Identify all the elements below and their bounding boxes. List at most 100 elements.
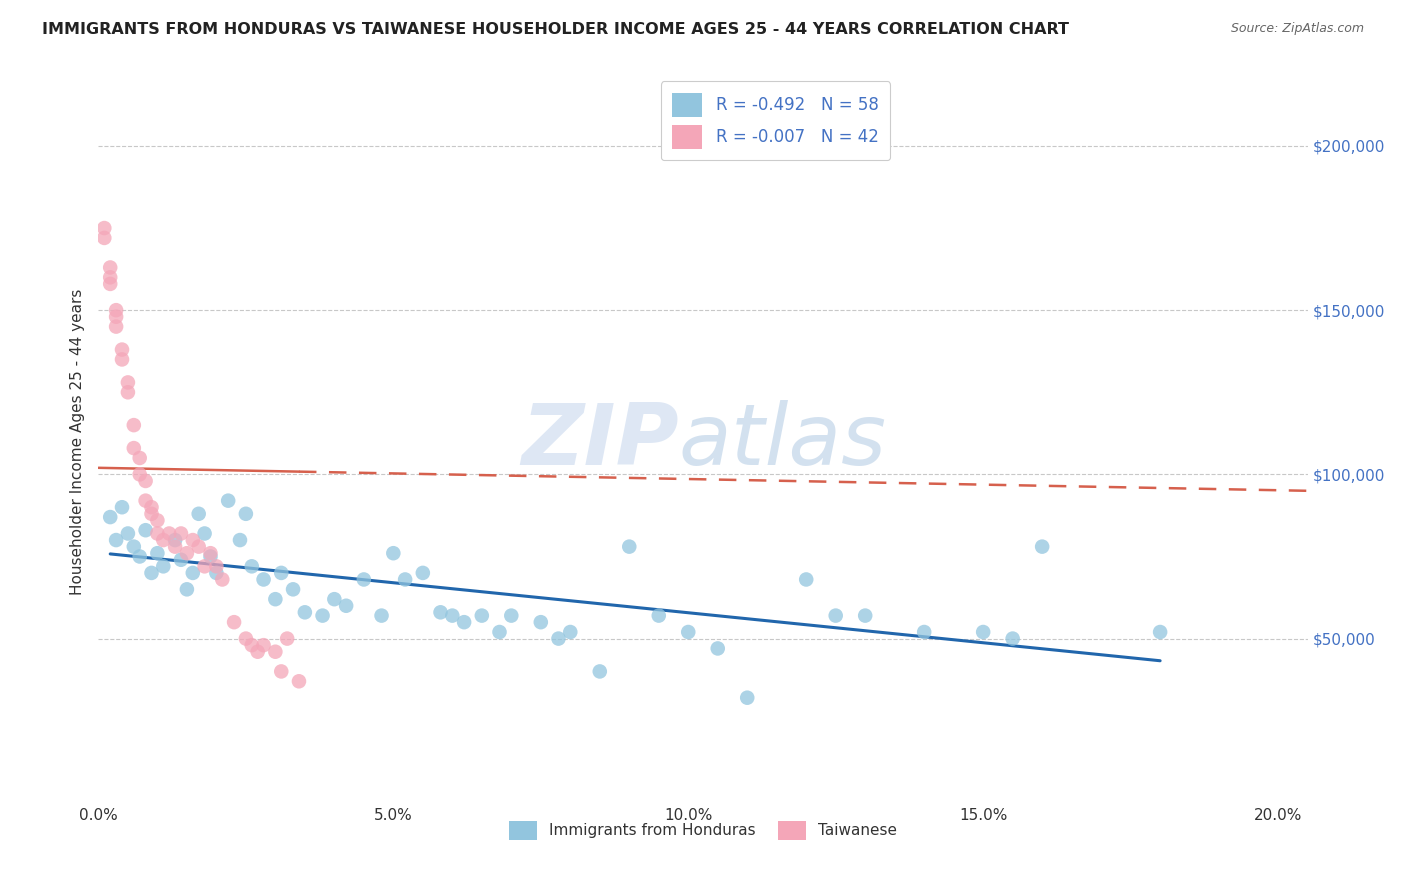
Point (135, 493, 157, 508)
Point (93, 221, 115, 235)
Point (98, 270, 121, 285)
Point (205, 559, 228, 574)
Point (281, 582, 304, 597)
Point (240, 638, 263, 652)
Point (111, 500, 134, 515)
Point (200, 549, 222, 564)
Point (471, 608, 494, 623)
Point (105, 533, 128, 547)
Point (912, 625, 935, 640)
Point (311, 608, 333, 623)
Point (1149, 625, 1171, 640)
Point (105, 303, 128, 318)
Point (146, 513, 169, 527)
Point (240, 559, 263, 574)
Point (111, 352, 134, 367)
Point (547, 632, 569, 646)
Point (229, 533, 252, 547)
Point (429, 605, 451, 619)
Point (128, 549, 150, 564)
Legend: Immigrants from Honduras, Taiwanese: Immigrants from Honduras, Taiwanese (503, 815, 903, 846)
Point (276, 632, 298, 646)
Point (370, 608, 392, 623)
Point (146, 546, 169, 560)
Point (122, 441, 145, 455)
Point (252, 638, 274, 652)
Point (117, 376, 139, 390)
Point (181, 533, 204, 547)
Text: ZIP: ZIP (522, 400, 679, 483)
Point (794, 573, 817, 587)
Point (235, 632, 257, 646)
Point (117, 385, 139, 400)
Point (270, 665, 292, 679)
Point (264, 645, 287, 659)
Point (335, 599, 357, 613)
Point (105, 310, 128, 324)
Point (181, 566, 204, 580)
Text: IMMIGRANTS FROM HONDURAS VS TAIWANESE HOUSEHOLDER INCOME AGES 25 - 44 YEARS CORR: IMMIGRANTS FROM HONDURAS VS TAIWANESE HO… (42, 22, 1069, 37)
Y-axis label: Householder Income Ages 25 - 44 years: Householder Income Ages 25 - 44 years (69, 288, 84, 595)
Point (288, 674, 311, 689)
Point (176, 546, 198, 560)
Point (128, 450, 150, 465)
Point (530, 615, 553, 630)
Point (128, 467, 150, 482)
Point (98, 277, 121, 291)
Point (853, 608, 876, 623)
Point (824, 608, 846, 623)
Point (122, 540, 145, 554)
Point (560, 625, 582, 640)
Point (157, 526, 180, 541)
Point (141, 500, 163, 515)
Text: atlas: atlas (679, 400, 887, 483)
Point (270, 566, 292, 580)
Point (353, 573, 375, 587)
Point (194, 526, 217, 541)
Point (1031, 540, 1053, 554)
Point (141, 566, 163, 580)
Point (252, 573, 274, 587)
Point (205, 566, 228, 580)
Point (122, 418, 145, 433)
Point (98, 510, 121, 524)
Point (117, 526, 139, 541)
Point (141, 507, 163, 521)
Point (648, 608, 671, 623)
Point (735, 690, 758, 705)
Point (194, 559, 217, 574)
Point (706, 641, 728, 656)
Point (98, 260, 121, 275)
Point (222, 615, 245, 630)
Point (246, 645, 269, 659)
Point (111, 343, 134, 357)
Point (394, 573, 416, 587)
Point (619, 540, 641, 554)
Point (187, 540, 209, 554)
Point (441, 608, 464, 623)
Point (200, 546, 222, 560)
Point (294, 605, 316, 619)
Text: Source: ZipAtlas.com: Source: ZipAtlas.com (1230, 22, 1364, 36)
Point (170, 553, 193, 567)
Point (501, 608, 523, 623)
Point (412, 566, 434, 580)
Point (589, 665, 612, 679)
Point (488, 625, 510, 640)
Point (135, 474, 157, 488)
Point (135, 523, 157, 537)
Point (211, 573, 233, 587)
Point (105, 319, 128, 334)
Point (146, 526, 169, 541)
Point (1001, 632, 1024, 646)
Point (972, 625, 994, 640)
Point (264, 592, 287, 607)
Point (176, 582, 198, 597)
Point (235, 507, 257, 521)
Point (152, 533, 174, 547)
Point (165, 540, 187, 554)
Point (165, 533, 187, 547)
Point (93, 231, 115, 245)
Point (678, 625, 700, 640)
Point (170, 526, 193, 541)
